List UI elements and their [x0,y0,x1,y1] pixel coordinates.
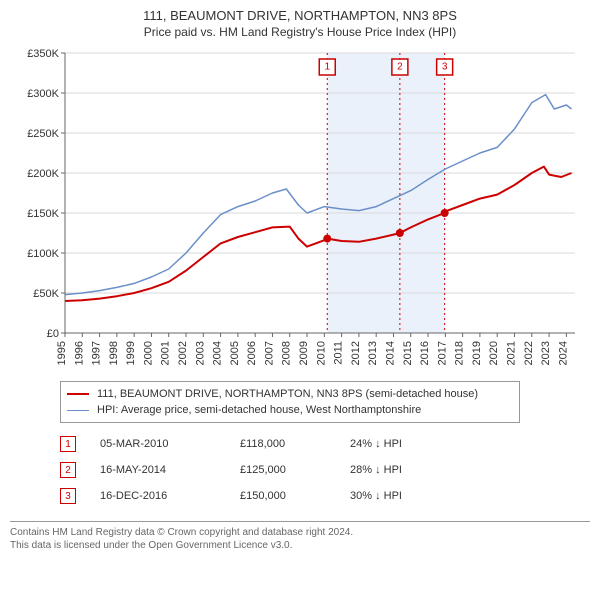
y-tick-label: £150K [27,208,59,220]
line-chart-svg: £0 £50K £100K £150K £200K £250K £300K £350K 1995… [15,45,585,375]
y-tick-label: £350K [27,48,59,60]
y-tick-label: £300K [27,88,59,100]
sale-marker-num: 3 [442,62,448,73]
x-tick-label: 2000 [142,341,154,365]
x-tick-label: 2023 [540,341,552,365]
x-tick-label: 2005 [229,341,241,365]
x-tick-label: 1996 [73,341,85,365]
x-tick-label: 1995 [56,341,68,365]
x-tick-label: 2015 [402,341,414,365]
x-tick-label: 2006 [246,341,258,365]
x-tick-label: 2021 [505,341,517,365]
sales-diff: 30% ↓ HPI [350,490,470,502]
x-tick-label: 2016 [419,341,431,365]
sales-row: 3 16-DEC-2016£150,00030% ↓ HPI [60,483,590,509]
sales-price: £125,000 [240,464,350,476]
sales-row: 2 16-MAY-2014£125,00028% ↓ HPI [60,457,590,483]
x-tick-label: 2004 [212,341,224,365]
sale-point [323,235,331,243]
x-tick-label: 2022 [523,341,535,365]
x-tick-label: 2009 [298,341,310,365]
footer-attribution: Contains HM Land Registry data © Crown c… [10,521,590,552]
sales-date: 16-MAY-2014 [100,464,240,476]
legend-item: HPI: Average price, semi-detached house,… [67,402,513,418]
chart-container: 111, BEAUMONT DRIVE, NORTHAMPTON, NN3 8P… [0,0,600,515]
x-tick-label: 2010 [315,341,327,365]
sales-diff: 28% ↓ HPI [350,464,470,476]
sales-date: 05-MAR-2010 [100,438,240,450]
x-tick-label: 2001 [160,341,172,365]
x-tick-label: 2020 [488,341,500,365]
footer-line-1: Contains HM Land Registry data © Crown c… [10,526,590,539]
x-tick-label: 1997 [91,341,103,365]
x-tick-label: 2024 [557,341,569,365]
sale-marker-num: 2 [397,62,403,73]
y-tick-label: £100K [27,248,59,260]
x-tick-label: 1998 [108,341,120,365]
sale-point [396,229,404,237]
x-tick-label: 2011 [333,341,345,365]
sales-price: £118,000 [240,438,350,450]
sales-marker: 3 [60,488,76,504]
sales-marker: 1 [60,436,76,452]
sales-diff: 24% ↓ HPI [350,438,470,450]
y-tick-label: £50K [33,288,59,300]
sales-date: 16-DEC-2016 [100,490,240,502]
chart-area: £0 £50K £100K £150K £200K £250K £300K £350K 1995… [15,45,585,375]
sales-marker: 2 [60,462,76,478]
x-tick-label: 2013 [367,341,379,365]
sale-point [441,209,449,217]
x-tick-label: 2017 [436,341,448,365]
sales-table: 1 05-MAR-2010£118,00024% ↓ HPI 2 16-MAY-201… [60,431,590,509]
x-tick-label: 2018 [454,341,466,365]
x-tick-label: 2008 [281,341,293,365]
sales-price: £150,000 [240,490,350,502]
x-tick-label: 2019 [471,341,483,365]
legend-swatch [67,410,89,411]
x-tick-label: 2007 [263,341,275,365]
x-tick-label: 2012 [350,341,362,365]
y-tick-label: £200K [27,168,59,180]
legend-item: 111, BEAUMONT DRIVE, NORTHAMPTON, NN3 8P… [67,386,513,402]
y-tick-label: £250K [27,128,59,140]
sale-marker-num: 1 [324,62,330,73]
x-tick-label: 2014 [384,341,396,365]
legend: 111, BEAUMONT DRIVE, NORTHAMPTON, NN3 8P… [60,381,520,423]
legend-swatch [67,393,89,395]
shade-band [327,53,444,333]
title-main: 111, BEAUMONT DRIVE, NORTHAMPTON, NN3 8P… [10,8,590,23]
x-tick-label: 2003 [194,341,206,365]
x-tick-label: 1999 [125,341,137,365]
legend-label: HPI: Average price, semi-detached house,… [97,404,421,416]
y-tick-label: £0 [47,328,59,340]
title-sub: Price paid vs. HM Land Registry's House … [10,25,590,39]
x-tick-label: 2002 [177,341,189,365]
sales-row: 1 05-MAR-2010£118,00024% ↓ HPI [60,431,590,457]
footer-line-2: This data is licensed under the Open Gov… [10,539,590,552]
legend-label: 111, BEAUMONT DRIVE, NORTHAMPTON, NN3 8P… [97,388,478,400]
chart-titles: 111, BEAUMONT DRIVE, NORTHAMPTON, NN3 8P… [10,8,590,39]
